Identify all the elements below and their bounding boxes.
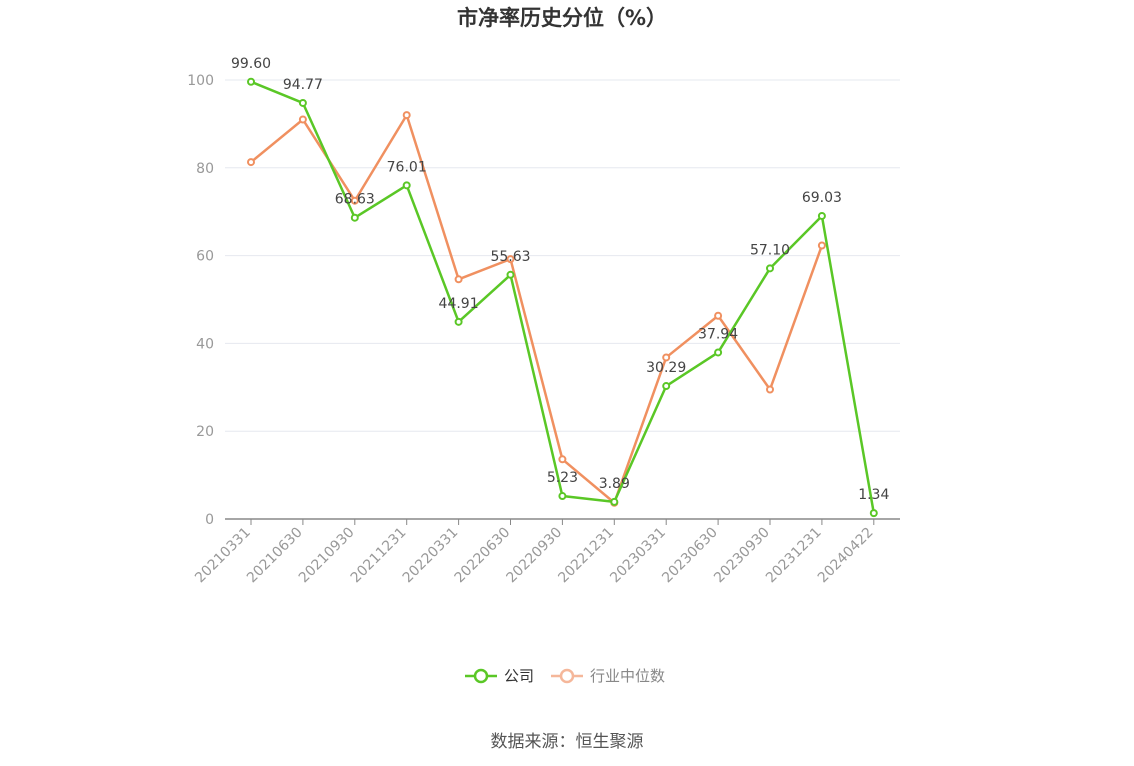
source-note: 数据来源：恒生聚源 (491, 732, 644, 752)
data-point-industry-median (298, 115, 307, 124)
data-label: 99.60 (231, 56, 271, 72)
data-point-company (402, 181, 411, 190)
data-point-company (610, 497, 619, 506)
data-point-industry-median (454, 275, 463, 284)
y-tick-label: 0 (205, 512, 214, 528)
data-label: 3.89 (599, 476, 630, 492)
x-tick-label: 20210630 (244, 525, 306, 587)
data-point-company (247, 77, 255, 86)
x-tick-label: 20210930 (296, 525, 358, 587)
y-tick-label: 20 (196, 424, 214, 440)
data-label: 30.29 (646, 360, 686, 376)
data-point-company (766, 264, 774, 273)
legend[interactable]: 公司 行业中位数 (465, 667, 665, 685)
data-label: 1.34 (858, 487, 889, 503)
data-point-company (558, 492, 567, 501)
x-tick-label: 20210331 (192, 525, 254, 587)
data-point-company (662, 382, 671, 391)
y-tick-label: 100 (187, 73, 214, 89)
data-point-industry-median (558, 455, 567, 464)
series-layer (247, 77, 878, 518)
data-point-industry-median (247, 158, 255, 167)
data-point-industry-median (402, 111, 411, 120)
x-tick-label: 20230930 (711, 525, 773, 587)
data-label: 57.10 (750, 242, 790, 258)
data-label: 37.94 (698, 326, 738, 342)
data-point-company (506, 270, 515, 279)
legend-marker (559, 668, 575, 684)
legend-marker (473, 668, 489, 684)
data-label: 55.63 (490, 249, 530, 265)
data-point-company (817, 211, 826, 220)
data-point-company (869, 509, 878, 518)
y-tick-label: 60 (196, 249, 214, 265)
legend-item-company[interactable]: 公司 (465, 667, 534, 685)
data-point-industry-median (766, 385, 774, 394)
legend-item-industry-median[interactable]: 行业中位数 (551, 667, 665, 685)
data-label: 68.63 (335, 192, 375, 208)
data-point-company (350, 213, 359, 222)
x-tick-label: 20211231 (348, 525, 410, 587)
legend-label: 行业中位数 (590, 667, 665, 685)
x-tick-label: 20221231 (555, 525, 617, 587)
y-tick-label: 40 (196, 336, 214, 352)
data-labels: 99.60 94.77 68.63 76.01 44.91 55.63 5.23 3.89 30… (231, 56, 890, 503)
x-tick-label: 20230331 (607, 525, 669, 587)
x-axis: 2021033120210630202109302021123120220331… (192, 518, 900, 587)
x-tick-label: 20220331 (400, 525, 462, 587)
x-tick-label: 20220630 (452, 525, 514, 587)
x-tick-label: 20231231 (763, 525, 825, 587)
data-point-company (714, 348, 723, 357)
y-axis: 0 20 40 60 80 100 (187, 73, 214, 528)
y-tick-label: 80 (196, 161, 214, 177)
x-tick-label: 20240422 (815, 525, 877, 587)
data-point-industry-median (817, 241, 826, 250)
data-point-industry-median (714, 311, 723, 320)
data-point-industry-median (662, 353, 671, 362)
data-label: 5.23 (547, 470, 578, 486)
data-label: 44.91 (439, 296, 479, 312)
series-line-company (250, 80, 876, 514)
x-tick-label: 20230630 (659, 525, 721, 587)
data-point-company (454, 317, 463, 326)
data-label: 76.01 (387, 159, 427, 175)
x-tick-label: 20220930 (504, 525, 566, 587)
data-label: 69.03 (802, 190, 842, 206)
data-point-industry-median (350, 196, 359, 205)
legend-label: 公司 (504, 667, 534, 685)
series-line-industry-median (250, 113, 824, 505)
chart-title: 市净率历史分位（%） (457, 6, 667, 30)
gridlines (225, 79, 900, 432)
data-label: 94.77 (283, 77, 323, 93)
data-point-company (298, 98, 307, 107)
data-point-industry-median (506, 255, 515, 264)
